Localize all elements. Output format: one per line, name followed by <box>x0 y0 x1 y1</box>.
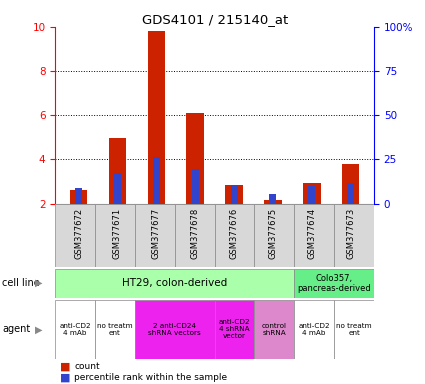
Bar <box>187 113 204 204</box>
Bar <box>175 204 215 267</box>
Text: count: count <box>74 362 100 371</box>
Text: GSM377678: GSM377678 <box>191 208 200 259</box>
Bar <box>334 204 374 267</box>
Text: anti-CD2
4 shRNA
vector: anti-CD2 4 shRNA vector <box>219 319 250 339</box>
Title: GDS4101 / 215140_at: GDS4101 / 215140_at <box>142 13 288 26</box>
Bar <box>334 300 374 359</box>
Text: percentile rank within the sample: percentile rank within the sample <box>74 373 227 382</box>
Text: GSM377676: GSM377676 <box>230 208 238 259</box>
Bar <box>264 200 282 204</box>
Text: control
shRNA: control shRNA <box>262 323 287 336</box>
Bar <box>230 185 238 204</box>
Text: HT29, colon-derived: HT29, colon-derived <box>122 278 227 288</box>
Bar <box>347 182 354 204</box>
Bar <box>55 300 95 359</box>
Bar <box>225 185 243 204</box>
Text: anti-CD2
4 mAb: anti-CD2 4 mAb <box>298 323 330 336</box>
Bar <box>55 269 294 298</box>
Bar <box>75 188 82 204</box>
Text: Colo357,
pancreas-derived: Colo357, pancreas-derived <box>297 273 371 293</box>
Bar <box>135 204 175 267</box>
Bar <box>153 157 160 204</box>
Bar <box>294 204 334 267</box>
Text: GSM377674: GSM377674 <box>307 208 316 259</box>
Bar <box>147 31 165 204</box>
Bar <box>303 182 320 204</box>
Bar <box>70 190 87 204</box>
Bar <box>294 300 334 359</box>
Text: agent: agent <box>2 324 30 334</box>
Bar <box>342 164 360 204</box>
Text: ▶: ▶ <box>35 278 42 288</box>
Text: no treatm
ent: no treatm ent <box>97 323 133 336</box>
Bar <box>308 186 315 204</box>
Bar <box>255 300 294 359</box>
Bar <box>294 269 374 298</box>
Text: anti-CD2
4 mAb: anti-CD2 4 mAb <box>60 323 91 336</box>
Bar <box>95 300 135 359</box>
Bar <box>215 204 255 267</box>
Bar <box>255 204 295 267</box>
Text: GSM377672: GSM377672 <box>74 208 83 259</box>
Text: no treatm
ent: no treatm ent <box>336 323 372 336</box>
Text: ■: ■ <box>60 362 70 372</box>
Bar <box>215 300 255 359</box>
Bar <box>269 194 276 204</box>
Text: GSM377673: GSM377673 <box>346 208 355 259</box>
Bar <box>135 300 215 359</box>
Text: GSM377677: GSM377677 <box>152 208 161 259</box>
Bar <box>95 204 135 267</box>
Bar <box>192 169 198 204</box>
Text: ■: ■ <box>60 372 70 382</box>
Bar <box>114 173 121 204</box>
Text: GSM377671: GSM377671 <box>113 208 122 259</box>
Text: 2 anti-CD24
shRNA vectors: 2 anti-CD24 shRNA vectors <box>148 323 201 336</box>
Bar <box>55 204 95 267</box>
Text: GSM377675: GSM377675 <box>269 208 278 259</box>
Bar <box>109 138 126 204</box>
Text: ▶: ▶ <box>35 324 42 334</box>
Text: cell line: cell line <box>2 278 40 288</box>
